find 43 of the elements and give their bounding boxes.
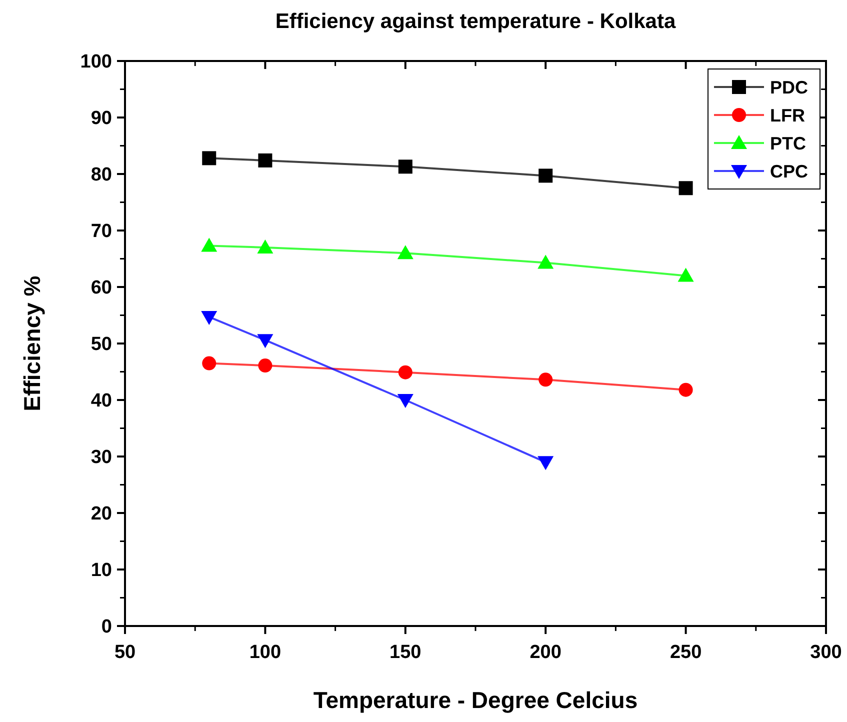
legend-label: LFR (770, 105, 805, 126)
x-axis-title: Temperature - Degree Celcius (313, 687, 638, 713)
legend-label: PDC (770, 77, 808, 98)
x-tick-label: 100 (249, 642, 282, 663)
y-tick-label: 20 (90, 504, 112, 525)
x-tick-label: 150 (390, 642, 422, 663)
y-tick-label: 100 (80, 52, 112, 73)
point (397, 245, 414, 260)
y-tick-label: 70 (90, 221, 112, 242)
point (538, 168, 553, 183)
point (678, 268, 694, 282)
y-axis-title: Efficiency % (19, 276, 45, 412)
y-tick-label: 40 (90, 390, 112, 412)
x-tick-label: 200 (530, 642, 562, 663)
point (398, 160, 412, 174)
y-tick-label: 60 (90, 278, 112, 299)
point (538, 372, 553, 387)
point (678, 181, 693, 196)
point (201, 310, 218, 325)
point (258, 153, 272, 168)
x-tick-label: 50 (114, 642, 136, 663)
point (202, 151, 216, 166)
point (202, 356, 216, 370)
point (201, 238, 218, 252)
point (538, 456, 554, 470)
point (398, 365, 412, 380)
chart-title: Efficiency against temperature - Kolkata (275, 10, 676, 33)
point (258, 358, 272, 373)
x-tick-label: 250 (670, 642, 702, 663)
y-tick-label: 30 (90, 447, 112, 468)
point (257, 239, 274, 254)
y-tick-label: 90 (90, 108, 112, 130)
legend-label: CPC (770, 161, 808, 182)
point (538, 254, 554, 269)
point (257, 334, 274, 348)
point (678, 382, 693, 397)
point (397, 394, 414, 408)
x-tick-label: 300 (810, 642, 842, 663)
y-tick-label: 0 (101, 616, 112, 638)
legend-label: PTC (770, 133, 806, 154)
y-tick-label: 80 (90, 164, 112, 186)
y-tick-label: 10 (90, 560, 112, 582)
y-tick-label: 50 (90, 334, 112, 356)
